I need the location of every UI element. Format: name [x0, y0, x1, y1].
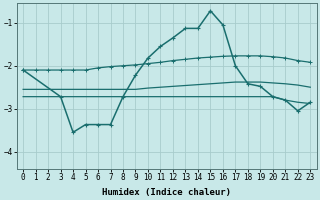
- X-axis label: Humidex (Indice chaleur): Humidex (Indice chaleur): [102, 188, 231, 197]
